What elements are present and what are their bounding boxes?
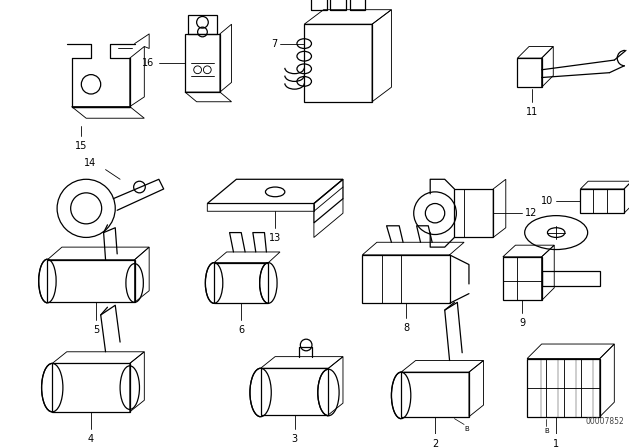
Text: 16: 16 [141, 58, 154, 68]
Text: 15: 15 [75, 141, 88, 151]
Text: 11: 11 [526, 107, 538, 116]
Text: 8: 8 [403, 323, 409, 333]
Text: 00007852: 00007852 [585, 418, 624, 426]
Text: 10: 10 [541, 196, 553, 206]
Text: 5: 5 [93, 325, 99, 335]
Text: 2: 2 [432, 439, 438, 448]
Text: 12: 12 [525, 208, 538, 218]
Text: B: B [464, 426, 469, 432]
Text: 3: 3 [291, 434, 298, 444]
Text: 14: 14 [84, 158, 96, 168]
Text: 4: 4 [88, 434, 94, 444]
Text: 1: 1 [553, 439, 559, 448]
Text: 7: 7 [271, 39, 277, 49]
Text: 6: 6 [238, 325, 244, 335]
Text: 9: 9 [519, 318, 525, 328]
Text: 13: 13 [269, 233, 281, 242]
Text: B: B [544, 428, 549, 434]
